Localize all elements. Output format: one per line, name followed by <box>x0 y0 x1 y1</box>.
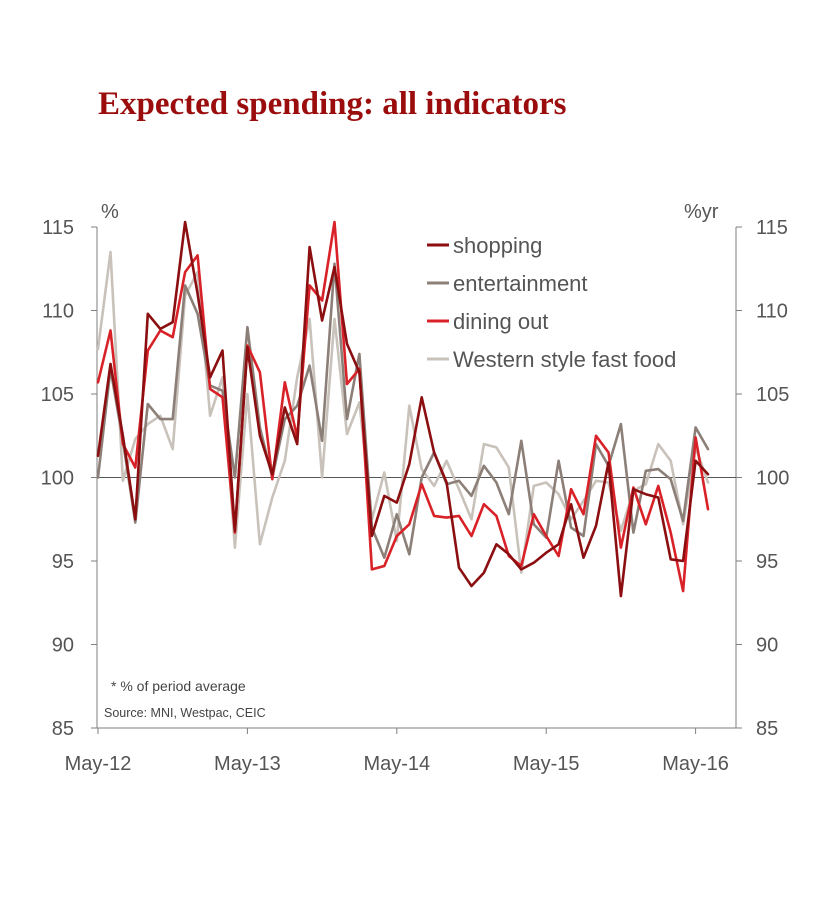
footnote: * % of period average <box>111 678 246 694</box>
y-tick-label-right-115: 115 <box>756 217 788 239</box>
legend: shopping entertainment dining out Western s… <box>427 233 676 372</box>
left-unit-label: % <box>101 201 119 223</box>
y-tick-label-right-95: 95 <box>756 551 778 573</box>
y-tick-label-right-100: 100 <box>756 468 789 490</box>
y-tick-label-left-100: 100 <box>41 468 74 490</box>
series-line-western-style-fast-food <box>96 250 710 575</box>
y-tick-label-left-90: 90 <box>52 635 74 657</box>
x-tick-label-May-16: May-16 <box>662 753 729 775</box>
y-tick-label-right-105: 105 <box>756 384 789 406</box>
series-lines <box>96 220 710 598</box>
x-tick-label-May-14: May-14 <box>363 753 430 775</box>
series-line-shopping <box>96 220 710 598</box>
x-tick-label-May-12: May-12 <box>65 753 132 775</box>
y-tick-label-left-105: 105 <box>41 384 74 406</box>
series-line-entertainment <box>96 262 710 560</box>
series-line-dining-out <box>96 220 710 593</box>
y-tick-label-left-115: 115 <box>42 217 74 239</box>
legend-label-dining-out: dining out <box>453 309 548 334</box>
source-note: Source: MNI, Westpac, CEIC <box>104 706 266 720</box>
y-tick-label-left-110: 110 <box>42 301 74 323</box>
axis-ticks: 85 85 90 90 95 95 100 100 105 105 110 110 115 115 May-… <box>41 217 790 775</box>
y-tick-label-right-110: 110 <box>756 301 788 323</box>
y-tick-label-right-90: 90 <box>756 635 778 657</box>
x-tick-label-May-15: May-15 <box>513 753 580 775</box>
x-tick-label-May-13: May-13 <box>214 753 281 775</box>
y-tick-label-right-85: 85 <box>756 718 778 740</box>
y-tick-label-left-95: 95 <box>52 551 74 573</box>
legend-label-entertainment: entertainment <box>453 271 588 296</box>
chart-title: Expected spending: all indicators <box>98 86 567 122</box>
legend-label-shopping: shopping <box>453 233 542 258</box>
legend-label-western-style-fast-food: Western style fast food <box>453 347 676 372</box>
right-unit-label: %yr <box>684 201 719 223</box>
y-tick-label-left-85: 85 <box>52 718 74 740</box>
